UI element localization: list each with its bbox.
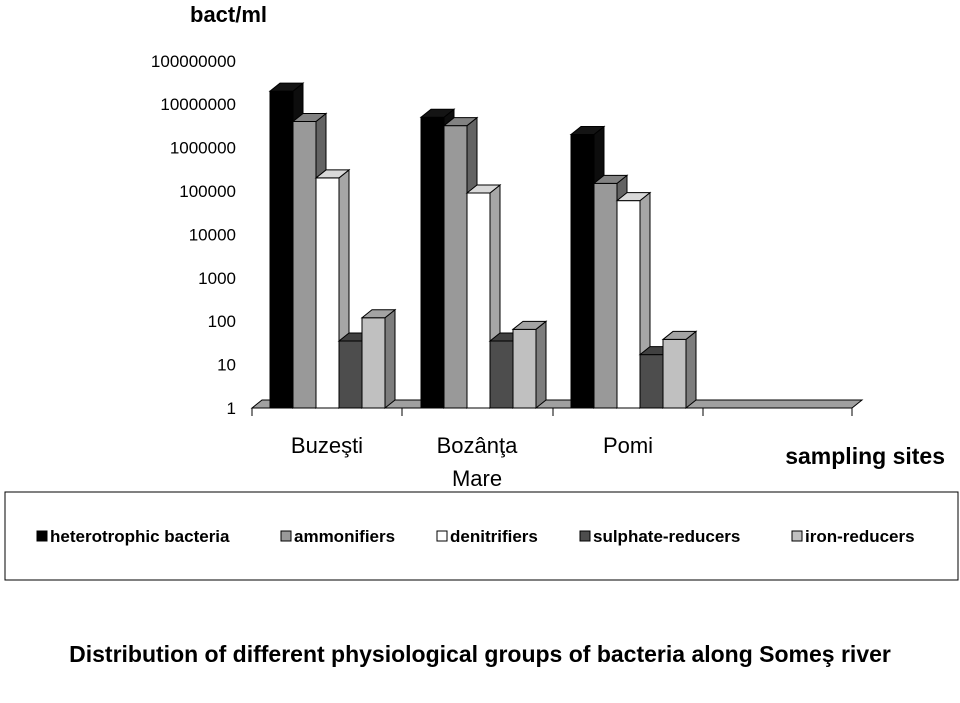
bar-front [512, 328, 537, 409]
legend-label: denitrifiers [450, 527, 538, 546]
legend-label: sulphate-reducers [593, 527, 740, 546]
bar-top [465, 184, 502, 194]
y-tick-label: 10000 [189, 225, 236, 244]
category-label: Bozânţa [437, 433, 518, 458]
category-label: Buzeşti [291, 433, 363, 458]
legend-swatch [579, 530, 591, 542]
bar-front [292, 120, 317, 409]
bar-front [593, 182, 618, 409]
category-label-line2: Mare [452, 466, 502, 491]
legend-swatch [791, 530, 803, 542]
bar-top [592, 174, 629, 184]
bar-front [338, 340, 363, 409]
bar-top [419, 108, 456, 118]
bar-top [569, 126, 606, 136]
bar [360, 308, 397, 410]
bar-front [420, 116, 445, 409]
legend-swatch [36, 530, 48, 542]
y-tick-label: 1000000 [170, 139, 236, 158]
bar-top [442, 117, 479, 127]
bar-side [685, 330, 697, 410]
legend-item: ammonifiers [280, 527, 395, 546]
bar [661, 330, 698, 410]
bar-top [291, 112, 328, 122]
bar-front [570, 134, 595, 409]
y-tick-label: 10 [217, 356, 236, 375]
bar-front [616, 200, 641, 409]
legend-item: heterotrophic bacteria [36, 527, 230, 546]
y-axis-title: bact/ml [190, 2, 267, 27]
y-tick-label: 100 [208, 312, 236, 331]
bar-top [360, 309, 397, 319]
bar-top [661, 330, 698, 340]
bar-front [489, 340, 514, 409]
legend-item: iron-reducers [791, 527, 915, 546]
y-tick-label: 1 [227, 399, 236, 418]
legend-swatch [436, 530, 448, 542]
y-tick-label: 10000000 [160, 95, 236, 114]
bar-top [314, 169, 351, 179]
legend-label: ammonifiers [294, 527, 395, 546]
bar-top [511, 320, 548, 330]
bar-side [535, 320, 547, 410]
bar-side [384, 308, 396, 410]
x-axis-title: sampling sites [785, 443, 945, 469]
bar-front [639, 354, 664, 409]
legend-swatch [280, 530, 292, 542]
chart-caption: Distribution of different physiological … [69, 641, 891, 667]
y-tick-label: 100000 [179, 182, 236, 201]
y-tick-label: 1000 [198, 269, 236, 288]
bar-front [361, 317, 386, 409]
legend-item: sulphate-reducers [579, 527, 740, 546]
category-label: Pomi [603, 433, 653, 458]
bar-front [466, 192, 491, 409]
bar-front [443, 125, 468, 409]
legend-label: heterotrophic bacteria [50, 527, 230, 546]
bar-front [269, 90, 294, 409]
bar-front [315, 177, 340, 409]
legend-label: iron-reducers [805, 527, 915, 546]
legend-item: denitrifiers [436, 527, 538, 546]
bar [511, 320, 548, 410]
y-tick-label: 100000000 [151, 52, 236, 71]
bar-top [268, 82, 305, 92]
bar-front [662, 338, 687, 409]
bar-top [615, 192, 652, 202]
